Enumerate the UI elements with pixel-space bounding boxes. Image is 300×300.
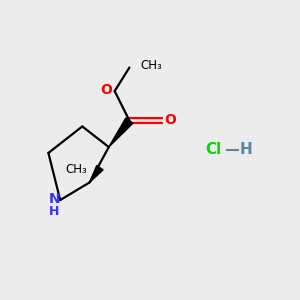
Text: Cl: Cl: [205, 142, 221, 158]
Text: H: H: [49, 205, 59, 218]
Text: CH₃: CH₃: [65, 163, 87, 176]
Text: N: N: [49, 192, 60, 206]
Text: O: O: [100, 82, 112, 97]
Polygon shape: [109, 118, 133, 147]
Text: CH₃: CH₃: [141, 59, 162, 72]
Text: O: O: [164, 113, 176, 127]
Polygon shape: [90, 166, 103, 182]
Text: H: H: [239, 142, 252, 158]
